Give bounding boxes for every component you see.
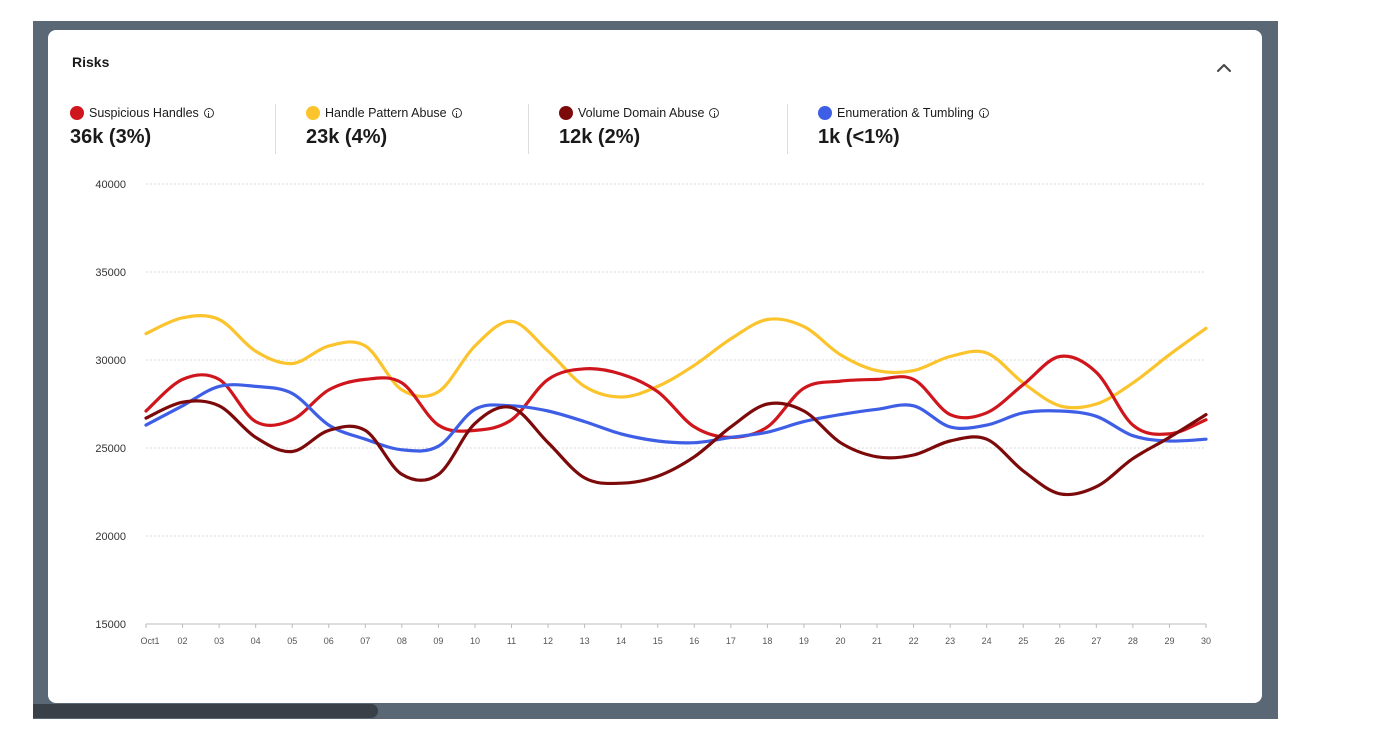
legend-name: Volume Domain Abuse: [578, 106, 705, 120]
legend-name: Enumeration & Tumbling: [837, 106, 974, 120]
info-icon[interactable]: [451, 108, 462, 118]
info-icon[interactable]: [978, 108, 989, 118]
collapse-button[interactable]: [1212, 56, 1236, 80]
legend-dot: [70, 106, 84, 120]
legend-item-volume-domain-abuse[interactable]: Volume Domain Abuse 12k (2%): [559, 104, 720, 149]
x-tick-label: 27: [1091, 636, 1101, 646]
series-line-suspicious-handles: [144, 354, 1208, 439]
legend-dot: [559, 106, 573, 120]
x-tick-label: 24: [982, 636, 992, 646]
x-tick-label: 14: [616, 636, 626, 646]
legend-name: Suspicious Handles: [89, 106, 199, 120]
x-tick-label: 11: [507, 636, 516, 646]
card-title: Risks: [72, 54, 110, 70]
x-tick-label: 04: [251, 636, 261, 646]
series-line-handle-pattern-abuse: [144, 314, 1208, 410]
legend-value: 36k (3%): [70, 126, 152, 148]
legend-divider: [275, 104, 276, 154]
legend-dot: [306, 106, 320, 120]
legend-item-suspicious-handles[interactable]: Suspicious Handles 36k (3%): [70, 104, 214, 149]
y-tick-label: 20000: [95, 531, 126, 543]
chevron-up-icon: [1217, 64, 1231, 72]
x-tick-label: 07: [360, 636, 370, 646]
legend-value: 1k (<1%): [818, 126, 900, 148]
legend-value: 23k (4%): [306, 126, 388, 148]
legend-name: Handle Pattern Abuse: [325, 106, 447, 120]
y-tick-label: 30000: [95, 355, 126, 367]
x-tick-label: 28: [1128, 636, 1138, 646]
x-tick-label: 30: [1201, 636, 1211, 646]
x-tick-label: 09: [433, 636, 443, 646]
info-icon[interactable]: [709, 108, 720, 118]
x-tick-label: 29: [1164, 636, 1174, 646]
x-tick-label: 26: [1055, 636, 1065, 646]
x-tick-label: 03: [214, 636, 224, 646]
x-tick-label: 25: [1018, 636, 1028, 646]
x-tick-label: 06: [324, 636, 334, 646]
x-tick-label: 19: [799, 636, 809, 646]
y-tick-label: 15000: [95, 619, 126, 631]
x-tick-label: 20: [835, 636, 845, 646]
series-line-enumeration-tumbling: [144, 383, 1208, 453]
x-tick-label: 23: [945, 636, 955, 646]
series-line-volume-domain-abuse: [144, 399, 1208, 497]
x-tick-label: 02: [178, 636, 188, 646]
y-tick-label: 25000: [95, 443, 126, 455]
legend-item-handle-pattern-abuse[interactable]: Handle Pattern Abuse 23k (4%): [306, 104, 462, 149]
x-tick-label: 08: [397, 636, 407, 646]
legend-item-enumeration-tumbling[interactable]: Enumeration & Tumbling 1k (<1%): [818, 104, 989, 149]
y-tick-label: 35000: [95, 267, 126, 279]
info-icon[interactable]: [203, 108, 214, 118]
x-tick-label: Oct1: [140, 636, 159, 646]
legend-value: 12k (2%): [559, 126, 641, 148]
x-tick-label: 13: [580, 636, 590, 646]
x-tick-label: 05: [287, 636, 297, 646]
horizontal-scrollbar-thumb[interactable]: [33, 704, 378, 718]
x-tick-label: 21: [872, 636, 882, 646]
risks-card: Risks Suspicious Handles 36k (3%) Handle…: [48, 30, 1262, 703]
x-tick-label: 10: [470, 636, 480, 646]
y-tick-label: 40000: [95, 179, 126, 191]
legend-dot: [818, 106, 832, 120]
x-tick-label: 16: [689, 636, 699, 646]
legend-divider: [787, 104, 788, 154]
x-tick-label: 18: [762, 636, 772, 646]
legend-divider: [528, 104, 529, 154]
x-tick-label: 17: [726, 636, 736, 646]
x-tick-label: 15: [653, 636, 663, 646]
risks-line-chart: 15000 20000 25000 30000 35000 40000 Oct1 02 03 04…: [95, 179, 1211, 646]
x-tick-label: 12: [543, 636, 553, 646]
x-tick-label: 22: [909, 636, 919, 646]
